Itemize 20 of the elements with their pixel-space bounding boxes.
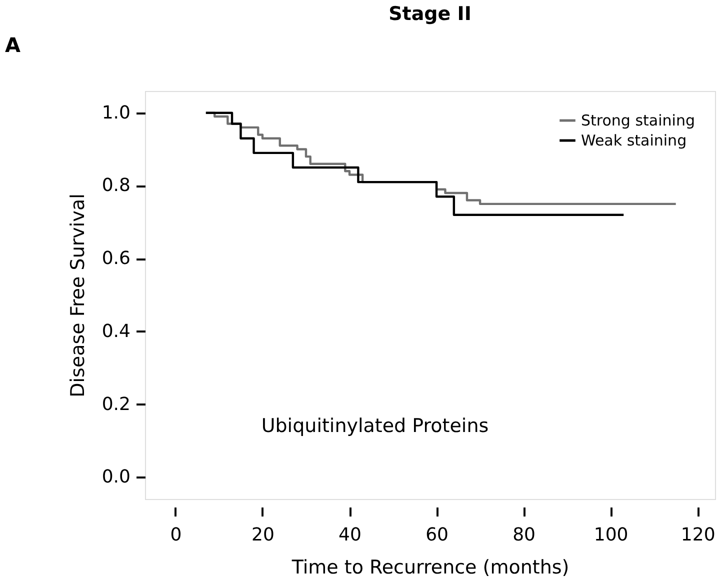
y-tick-label: 0.6 — [102, 248, 130, 270]
x-tick-label: 0 — [170, 524, 182, 546]
x-tick-label: 60 — [426, 524, 448, 546]
x-tick-label: 40 — [338, 524, 362, 546]
text: A — [5, 33, 21, 57]
y-tick-label: 0.0 — [102, 466, 130, 488]
x-tick-label: 80 — [512, 524, 536, 546]
y-axis-title: Disease Free Survival — [66, 194, 89, 398]
y-tick-label: 0.8 — [102, 175, 130, 196]
chart-title: Stage II — [388, 3, 472, 25]
x-tick-label: 100 — [594, 524, 628, 546]
x-tick-label: 120 — [680, 524, 716, 546]
y-tick-label: 0.2 — [102, 394, 130, 415]
annotation: Ubiquitinylated Proteins — [261, 415, 489, 437]
y-tick-label: 1.0 — [102, 102, 130, 124]
y-tick-label: 0.4 — [102, 320, 130, 342]
x-tick-label: 20 — [252, 524, 274, 546]
legend-label: Strong staining — [581, 112, 695, 130]
legend-label: Weak staining — [581, 132, 687, 150]
x-axis-title: Time to Recurrence (months) — [290, 556, 570, 578]
